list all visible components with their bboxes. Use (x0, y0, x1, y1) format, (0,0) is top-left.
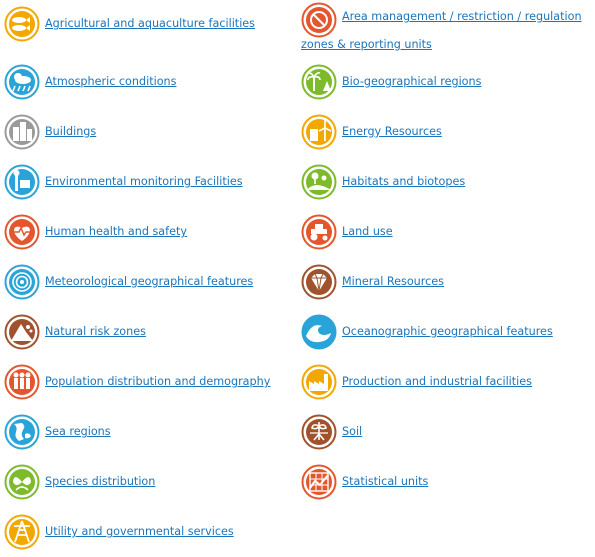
diamond-icon[interactable] (301, 264, 337, 300)
theme-link[interactable]: Energy Resources (342, 125, 442, 138)
theme-link[interactable]: Species distribution (45, 475, 156, 488)
buildings-icon[interactable] (4, 114, 40, 150)
power-tower-icon[interactable] (4, 514, 40, 550)
weather-cloud-rain-icon[interactable] (4, 64, 40, 100)
wind-turbine-icon[interactable] (301, 114, 337, 150)
theme-link[interactable]: Buildings (45, 125, 97, 138)
theme-link[interactable]: Bio-geographical regions (342, 75, 482, 88)
palm-trees-icon[interactable] (301, 64, 337, 100)
restriction-zone-icon[interactable] (301, 2, 337, 38)
sea-map-icon[interactable] (4, 414, 40, 450)
wave-icon[interactable] (301, 314, 337, 350)
theme-item-area-management[interactable]: Area management / restriction / regulati… (301, 2, 591, 58)
theme-link[interactable]: Land use (342, 225, 393, 238)
landslide-icon[interactable] (4, 314, 40, 350)
theme-link[interactable]: Soil (342, 425, 363, 438)
theme-link[interactable]: Area management / restriction / regulati… (301, 10, 582, 51)
monitoring-station-icon[interactable] (4, 164, 40, 200)
agriculture-fish-icon[interactable] (4, 6, 40, 42)
theme-link[interactable]: Oceanographic geographical features (342, 325, 553, 338)
heart-health-icon[interactable] (4, 214, 40, 250)
theme-link[interactable]: Population distribution and demography (45, 375, 271, 388)
theme-link[interactable]: Atmospheric conditions (45, 75, 177, 88)
theme-link[interactable]: Habitats and biotopes (342, 175, 466, 188)
theme-link[interactable]: Production and industrial facilities (342, 375, 532, 388)
theme-link[interactable]: Agricultural and aquaculture facilities (45, 17, 256, 30)
plant-roots-icon[interactable] (301, 414, 337, 450)
wind-swirl-icon[interactable] (4, 264, 40, 300)
people-icon[interactable] (4, 364, 40, 400)
chart-grid-icon[interactable] (301, 464, 337, 500)
theme-link[interactable]: Natural risk zones (45, 325, 146, 338)
theme-link[interactable]: Utility and governmental services (45, 525, 234, 538)
hills-trees-icon[interactable] (301, 164, 337, 200)
theme-link[interactable]: Mineral Resources (342, 275, 444, 288)
tractor-icon[interactable] (301, 214, 337, 250)
theme-link[interactable]: Environmental monitoring Facilities (45, 175, 243, 188)
theme-link[interactable]: Human health and safety (45, 225, 187, 238)
theme-link[interactable]: Meteorological geographical features (45, 275, 254, 288)
factory-icon[interactable] (301, 364, 337, 400)
butterfly-leaf-icon[interactable] (4, 464, 40, 500)
theme-link[interactable]: Sea regions (45, 425, 111, 438)
theme-link[interactable]: Statistical units (342, 475, 429, 488)
